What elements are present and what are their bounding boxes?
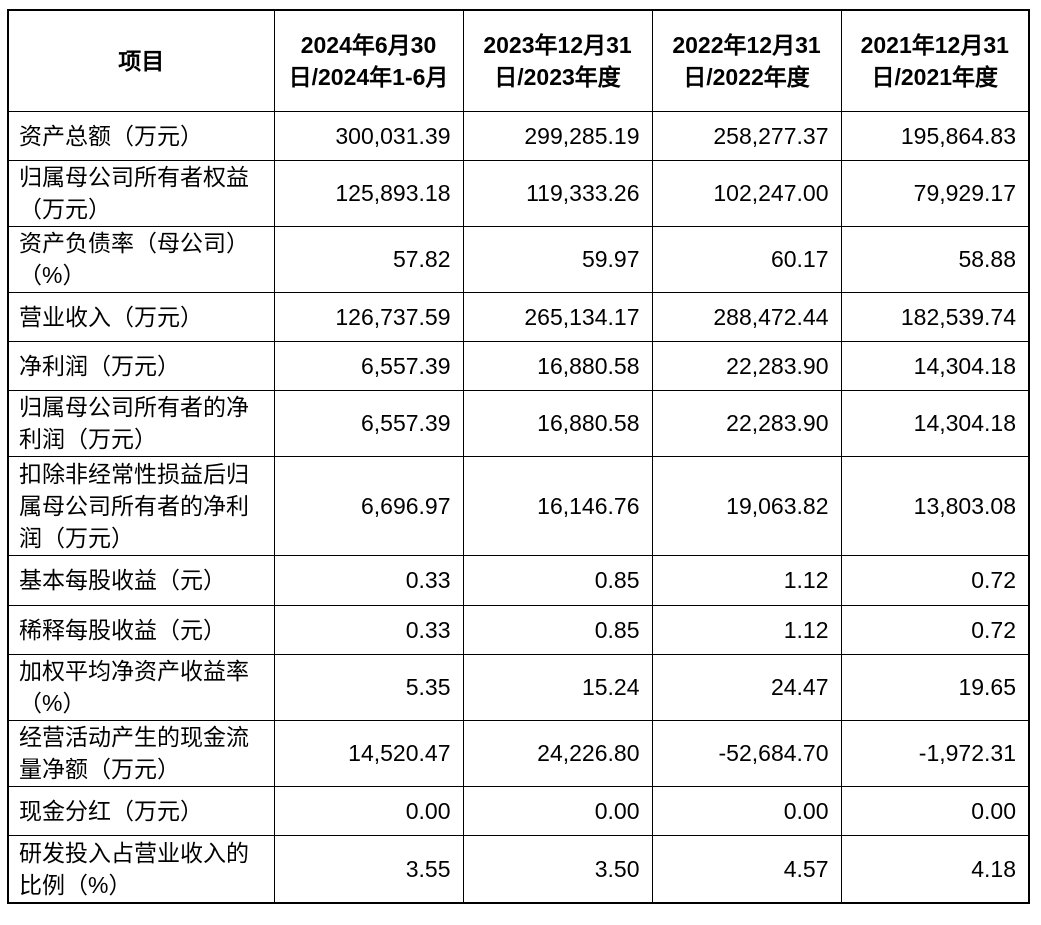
row-label: 研发投入占营业收入的比例（%） — [7, 834, 275, 904]
cell-value: 182,539.74 — [840, 291, 1030, 342]
cell-value: 6,696.97 — [273, 455, 464, 556]
cell-value: 0.33 — [273, 604, 464, 655]
row-label: 资产总额（万元） — [7, 110, 275, 161]
row-label: 经营活动产生的现金流量净额（万元） — [7, 719, 275, 787]
table-row: 归属母公司所有者权益（万元） 125,893.18 119,333.26 102… — [7, 159, 1030, 227]
header-period-2024h1: 2024年6月30日/2024年1-6月 — [273, 9, 464, 112]
cell-value: 195,864.83 — [840, 110, 1030, 161]
cell-value: 16,880.58 — [462, 389, 653, 457]
cell-value: 19,063.82 — [651, 455, 842, 556]
table-row: 加权平均净资产收益率（%） 5.35 15.24 24.47 19.65 — [7, 653, 1030, 721]
row-label: 稀释每股收益（元） — [7, 604, 275, 655]
cell-value: 6,557.39 — [273, 340, 464, 391]
cell-value: 13,803.08 — [840, 455, 1030, 556]
cell-value: 14,520.47 — [273, 719, 464, 787]
table-row: 净利润（万元） 6,557.39 16,880.58 22,283.90 14,… — [7, 340, 1030, 391]
cell-value: 0.85 — [462, 554, 653, 606]
cell-value: 265,134.17 — [462, 291, 653, 342]
row-label: 归属母公司所有者权益（万元） — [7, 159, 275, 227]
row-label: 加权平均净资产收益率（%） — [7, 653, 275, 721]
cell-value: 0.00 — [651, 785, 842, 836]
table-row: 经营活动产生的现金流量净额（万元） 14,520.47 24,226.80 -5… — [7, 719, 1030, 787]
cell-value: 102,247.00 — [651, 159, 842, 227]
header-period-2022: 2022年12月31日/2022年度 — [651, 9, 842, 112]
cell-value: -52,684.70 — [651, 719, 842, 787]
row-label: 归属母公司所有者的净利润（万元） — [7, 389, 275, 457]
cell-value: 58.88 — [840, 225, 1030, 293]
cell-value: 19.65 — [840, 653, 1030, 721]
cell-value: 22,283.90 — [651, 340, 842, 391]
cell-value: 0.00 — [273, 785, 464, 836]
cell-value: -1,972.31 — [840, 719, 1030, 787]
cell-value: 4.57 — [651, 834, 842, 904]
cell-value: 1.12 — [651, 604, 842, 655]
row-label: 基本每股收益（元） — [7, 554, 275, 606]
cell-value: 6,557.39 — [273, 389, 464, 457]
cell-value: 16,880.58 — [462, 340, 653, 391]
cell-value: 1.12 — [651, 554, 842, 606]
cell-value: 126,737.59 — [273, 291, 464, 342]
cell-value: 16,146.76 — [462, 455, 653, 556]
cell-value: 0.72 — [840, 604, 1030, 655]
cell-value: 59.97 — [462, 225, 653, 293]
cell-value: 60.17 — [651, 225, 842, 293]
financial-data-table: 项目 2024年6月30日/2024年1-6月 2023年12月31日/2023… — [7, 9, 1030, 904]
header-period-2021: 2021年12月31日/2021年度 — [840, 9, 1030, 112]
table-row: 资产总额（万元） 300,031.39 299,285.19 258,277.3… — [7, 110, 1030, 161]
cell-value: 125,893.18 — [273, 159, 464, 227]
cell-value: 4.18 — [840, 834, 1030, 904]
cell-value: 0.00 — [840, 785, 1030, 836]
cell-value: 14,304.18 — [840, 389, 1030, 457]
cell-value: 119,333.26 — [462, 159, 653, 227]
cell-value: 3.55 — [273, 834, 464, 904]
row-label: 扣除非经常性损益后归属母公司所有者的净利润（万元） — [7, 455, 275, 556]
cell-value: 5.35 — [273, 653, 464, 721]
cell-value: 79,929.17 — [840, 159, 1030, 227]
header-item: 项目 — [7, 9, 275, 112]
header-row: 项目 2024年6月30日/2024年1-6月 2023年12月31日/2023… — [7, 9, 1030, 112]
table-row: 稀释每股收益（元） 0.33 0.85 1.12 0.72 — [7, 604, 1030, 655]
cell-value: 0.85 — [462, 604, 653, 655]
cell-value: 0.72 — [840, 554, 1030, 606]
table-row: 基本每股收益（元） 0.33 0.85 1.12 0.72 — [7, 554, 1030, 606]
row-label: 营业收入（万元） — [7, 291, 275, 342]
table-row: 营业收入（万元） 126,737.59 265,134.17 288,472.4… — [7, 291, 1030, 342]
table-row: 研发投入占营业收入的比例（%） 3.55 3.50 4.57 4.18 — [7, 834, 1030, 904]
table-row: 资产负债率（母公司）（%） 57.82 59.97 60.17 58.88 — [7, 225, 1030, 293]
cell-value: 24.47 — [651, 653, 842, 721]
header-period-2023: 2023年12月31日/2023年度 — [462, 9, 653, 112]
row-label: 资产负债率（母公司）（%） — [7, 225, 275, 293]
table-row: 归属母公司所有者的净利润（万元） 6,557.39 16,880.58 22,2… — [7, 389, 1030, 457]
cell-value: 22,283.90 — [651, 389, 842, 457]
cell-value: 258,277.37 — [651, 110, 842, 161]
table-row: 现金分红（万元） 0.00 0.00 0.00 0.00 — [7, 785, 1030, 836]
cell-value: 24,226.80 — [462, 719, 653, 787]
cell-value: 0.00 — [462, 785, 653, 836]
cell-value: 3.50 — [462, 834, 653, 904]
cell-value: 0.33 — [273, 554, 464, 606]
cell-value: 14,304.18 — [840, 340, 1030, 391]
row-label: 现金分红（万元） — [7, 785, 275, 836]
cell-value: 300,031.39 — [273, 110, 464, 161]
row-label: 净利润（万元） — [7, 340, 275, 391]
cell-value: 15.24 — [462, 653, 653, 721]
cell-value: 57.82 — [273, 225, 464, 293]
cell-value: 299,285.19 — [462, 110, 653, 161]
table-row: 扣除非经常性损益后归属母公司所有者的净利润（万元） 6,696.97 16,14… — [7, 455, 1030, 556]
cell-value: 288,472.44 — [651, 291, 842, 342]
